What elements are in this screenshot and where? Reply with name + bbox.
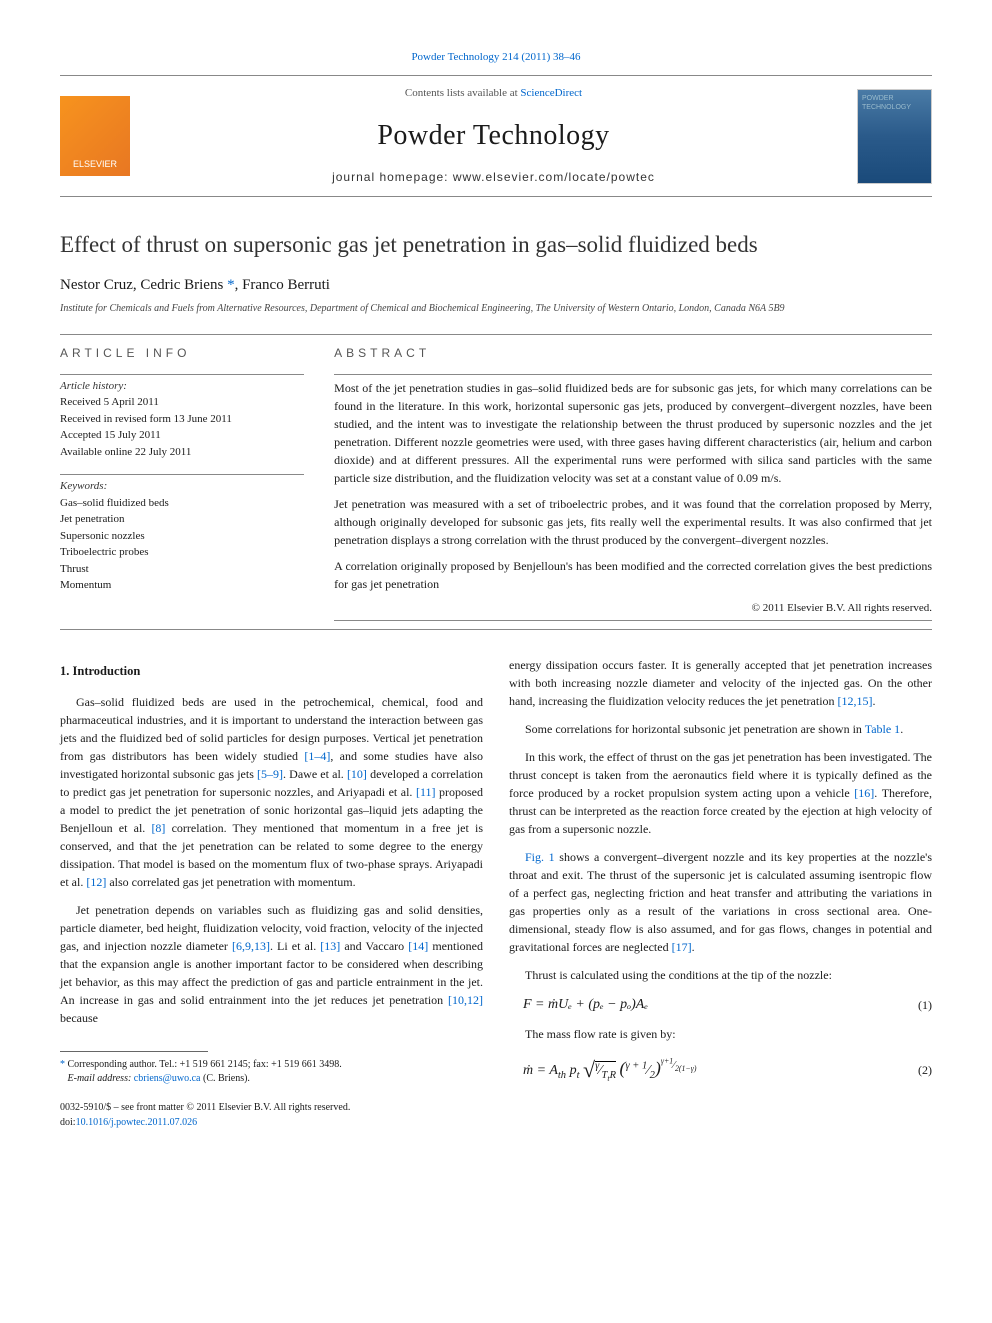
citation-link[interactable]: [10,12] (448, 993, 483, 1007)
contents-line: Contents lists available at ScienceDirec… (145, 86, 842, 101)
abstract-paragraph: Jet penetration was measured with a set … (334, 495, 932, 549)
citation-link[interactable]: [6,9,13] (232, 939, 270, 953)
keyword: Gas–solid fluidized beds (60, 495, 304, 512)
equation-row: ṁ = Ath pt √γ⁄TtR (γ + 1⁄2)γ+1⁄2(1−γ) (2… (509, 1053, 932, 1086)
citation-link[interactable]: [12,15] (838, 694, 873, 708)
divider (60, 629, 932, 630)
publisher-logo: ELSEVIER (60, 96, 130, 176)
abstract-heading: ABSTRACT (334, 345, 932, 362)
doi-link[interactable]: 10.1016/j.powtec.2011.07.026 (76, 1117, 198, 1128)
table-link[interactable]: Table 1 (865, 722, 900, 736)
keyword: Triboelectric probes (60, 544, 304, 561)
text-run: and Vaccaro (340, 939, 408, 953)
body-paragraph: Gas–solid fluidized beds are used in the… (60, 693, 483, 891)
left-column: 1. Introduction Gas–solid fluidized beds… (60, 656, 483, 1130)
text-run: . (692, 940, 695, 954)
citation-link[interactable]: [8] (151, 821, 165, 835)
abstract-paragraph: A correlation originally proposed by Ben… (334, 557, 932, 593)
journal-header: ELSEVIER Contents lists available at Sci… (60, 75, 932, 196)
body-paragraph: Some correlations for horizontal subsoni… (509, 720, 932, 738)
author-2: Cedric Briens (140, 277, 223, 293)
keyword: Momentum (60, 577, 304, 594)
divider (60, 374, 304, 375)
front-matter-line: 0032-5910/$ – see front matter © 2011 El… (60, 1100, 483, 1115)
citation-link[interactable]: [11] (416, 785, 436, 799)
figure-link[interactable]: Fig. 1 (525, 850, 555, 864)
body-paragraph: In this work, the effect of thrust on th… (509, 748, 932, 838)
citation-link[interactable]: [16] (854, 786, 874, 800)
divider (60, 474, 304, 475)
body-columns: 1. Introduction Gas–solid fluidized beds… (60, 656, 932, 1130)
abstract-column: ABSTRACT Most of the jet penetration stu… (334, 345, 932, 625)
corresponding-author-mark[interactable]: * (227, 277, 235, 293)
author-1: Nestor Cruz (60, 277, 133, 293)
citation-link[interactable]: [10] (347, 767, 367, 781)
contents-text: Contents lists available at (405, 87, 518, 99)
equation-2: ṁ = Ath pt √γ⁄TtR (γ + 1⁄2)γ+1⁄2(1−γ) (509, 1053, 902, 1086)
divider (334, 374, 932, 375)
keyword: Jet penetration (60, 511, 304, 528)
text-run: Some correlations for horizontal subsoni… (525, 722, 865, 736)
text-run: . Li et al. (270, 939, 320, 953)
accepted-date: Accepted 15 July 2011 (60, 427, 304, 444)
keyword: Supersonic nozzles (60, 528, 304, 545)
text-run: also correlated gas jet penetration with… (106, 875, 355, 889)
article-title: Effect of thrust on supersonic gas jet p… (60, 229, 932, 261)
email-name: (C. Briens). (203, 1073, 250, 1084)
online-date: Available online 22 July 2011 (60, 444, 304, 461)
doi-label: doi: (60, 1117, 76, 1128)
body-paragraph: The mass flow rate is given by: (509, 1025, 932, 1043)
author-3: Franco Berruti (242, 277, 330, 293)
text-run: . Dawe et al. (283, 767, 347, 781)
email-link[interactable]: cbriens@uwo.ca (134, 1073, 201, 1084)
journal-reference: Powder Technology 214 (2011) 38–46 (60, 50, 932, 65)
equation-1: F = ṁUₑ + (pₑ − pₒ)Aₑ (509, 994, 902, 1015)
email-label: E-mail address: (68, 1073, 132, 1084)
text-run: . (900, 722, 903, 736)
equation-number: (1) (902, 996, 932, 1014)
corresponding-author-footnote: * Corresponding author. Tel.: +1 519 661… (60, 1058, 483, 1086)
text-run: because (60, 1011, 98, 1025)
header-center: Contents lists available at ScienceDirec… (145, 86, 842, 185)
citation-link[interactable]: [1–4] (304, 749, 330, 763)
citation-link[interactable]: [12] (86, 875, 106, 889)
divider (334, 620, 932, 621)
text-run: . (873, 694, 876, 708)
copyright-line: © 2011 Elsevier B.V. All rights reserved… (334, 601, 932, 616)
footnote-text: Corresponding author. Tel.: +1 519 661 2… (68, 1059, 342, 1070)
right-column: energy dissipation occurs faster. It is … (509, 656, 932, 1130)
authors-line: Nestor Cruz, Cedric Briens *, Franco Ber… (60, 275, 932, 296)
article-info-column: ARTICLE INFO Article history: Received 5… (60, 345, 304, 625)
equation-row: F = ṁUₑ + (pₑ − pₒ)Aₑ (1) (509, 994, 932, 1015)
journal-cover-thumbnail: POWDER TECHNOLOGY (857, 89, 932, 184)
revised-date: Received in revised form 13 June 2011 (60, 411, 304, 428)
sciencedirect-link[interactable]: ScienceDirect (520, 87, 582, 99)
footnote-separator (60, 1051, 208, 1052)
footnote-mark: * (60, 1059, 65, 1070)
keyword: Thrust (60, 561, 304, 578)
citation-link[interactable]: [14] (408, 939, 428, 953)
section-heading-introduction: 1. Introduction (60, 662, 483, 681)
citation-link[interactable]: [17] (672, 940, 692, 954)
body-paragraph: Jet penetration depends on variables suc… (60, 901, 483, 1027)
body-paragraph: Fig. 1 shows a convergent–divergent nozz… (509, 848, 932, 956)
abstract-paragraph: Most of the jet penetration studies in g… (334, 379, 932, 487)
divider (60, 334, 932, 335)
article-info-heading: ARTICLE INFO (60, 345, 304, 362)
keywords-label: Keywords: (60, 479, 304, 494)
equation-number: (2) (902, 1061, 932, 1079)
text-run: shows a convergent–divergent nozzle and … (509, 850, 932, 954)
citation-link[interactable]: [13] (320, 939, 340, 953)
affiliation: Institute for Chemicals and Fuels from A… (60, 302, 932, 316)
journal-homepage: journal homepage: www.elsevier.com/locat… (145, 169, 842, 186)
journal-name: Powder Technology (145, 116, 842, 155)
history-label: Article history: (60, 379, 304, 394)
body-paragraph: energy dissipation occurs faster. It is … (509, 656, 932, 710)
citation-link[interactable]: [5–9] (257, 767, 283, 781)
footer-metadata: 0032-5910/$ – see front matter © 2011 El… (60, 1100, 483, 1130)
body-paragraph: Thrust is calculated using the condition… (509, 966, 932, 984)
received-date: Received 5 April 2011 (60, 394, 304, 411)
